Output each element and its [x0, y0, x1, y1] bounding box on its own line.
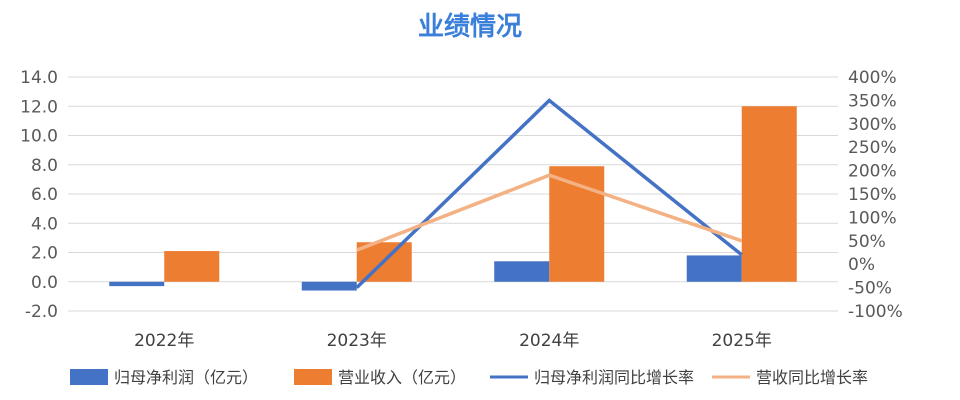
right-tick-label: 250%	[848, 138, 897, 158]
bar-net-profit	[686, 255, 742, 282]
bar-net-profit	[494, 261, 550, 282]
left-tick-label: 6.0	[31, 185, 58, 205]
bars	[109, 106, 797, 291]
right-tick-label: 50%	[848, 232, 886, 252]
right-tick-label: 300%	[848, 115, 897, 135]
left-axis: -2.0 0.0 2.0 4.0 6.0 8.0 10.0 12.0 14.0	[20, 68, 58, 322]
right-tick-label: 400%	[848, 68, 897, 88]
lines	[355, 98, 743, 289]
legend-label: 营收同比增长率	[756, 368, 868, 387]
category-label: 2025年	[712, 331, 772, 351]
right-tick-label: 0%	[848, 255, 875, 275]
right-axis: -100% -50% 0% 50% 100% 150% 200% 250% 300% 350% 40…	[848, 68, 903, 322]
right-tick-label: 150%	[848, 185, 897, 205]
bar-revenue	[741, 106, 797, 282]
right-tick-label: 100%	[848, 208, 897, 228]
legend: 归母净利润（亿元） 营业收入（亿元） 归母净利润同比增长率 营收同比增长率	[70, 368, 868, 387]
left-tick-label: 2.0	[31, 244, 58, 264]
legend-label: 营业收入（亿元）	[338, 368, 466, 387]
left-tick-label: 0.0	[31, 273, 58, 293]
legend-swatch	[294, 369, 332, 385]
left-tick-label: 8.0	[31, 156, 58, 176]
legend-swatch	[70, 369, 108, 385]
bar-revenue	[164, 251, 220, 282]
category-axis: 2022年 2023年 2024年 2025年	[134, 331, 772, 351]
left-tick-label: 12.0	[20, 97, 58, 117]
bar-net-profit	[109, 281, 165, 287]
category-label: 2024年	[519, 331, 579, 351]
right-tick-label: -50%	[848, 279, 892, 299]
right-tick-label: -100%	[848, 302, 903, 322]
revenue-growth-line	[356, 173, 743, 252]
category-label: 2023年	[327, 331, 387, 351]
left-tick-label: 10.0	[20, 127, 58, 147]
legend-label: 归母净利润同比增长率	[534, 368, 694, 387]
right-tick-label: 350%	[848, 91, 897, 111]
left-tick-label: 14.0	[20, 68, 58, 88]
left-tick-label: 4.0	[31, 214, 58, 234]
legend-label: 归母净利润（亿元）	[114, 368, 258, 387]
right-tick-label: 200%	[848, 162, 897, 182]
category-label: 2022年	[134, 331, 194, 351]
chart-title: 业绩情况	[418, 12, 522, 42]
left-tick-label: -2.0	[25, 302, 58, 322]
bar-net-profit	[301, 281, 357, 291]
